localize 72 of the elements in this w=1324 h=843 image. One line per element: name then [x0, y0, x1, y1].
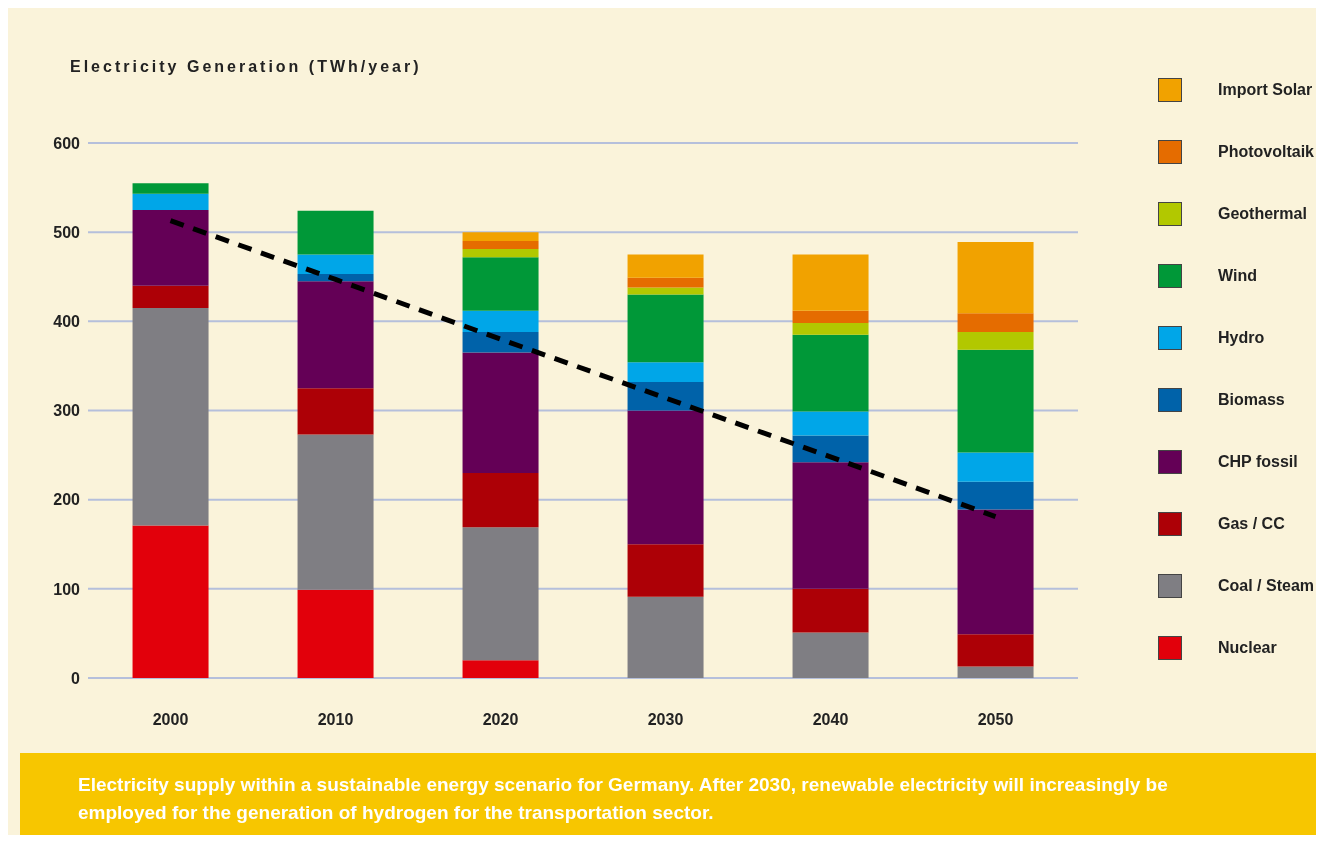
bar: [132, 183, 209, 194]
legend-label: CHP fossil: [1218, 453, 1298, 471]
y-axis-title: Electricity Generation (TWh/year): [70, 58, 422, 76]
x-tick-label: 2000: [152, 711, 189, 729]
x-tick-label: 2010: [317, 711, 354, 729]
bar: [132, 285, 209, 308]
bar: [132, 209, 209, 286]
bar: [462, 257, 539, 311]
bar: [627, 254, 704, 278]
bar: [792, 310, 869, 324]
bar: [957, 666, 1034, 678]
bar: [462, 527, 539, 661]
legend-label: Hydro: [1218, 329, 1265, 347]
bar: [462, 660, 539, 678]
bar: [792, 323, 869, 335]
bar: [297, 434, 374, 590]
bar: [297, 281, 374, 389]
bar: [627, 362, 704, 382]
legend-label: Biomass: [1218, 391, 1285, 409]
legend-label: Nuclear: [1218, 639, 1277, 657]
bar: [957, 634, 1034, 667]
bar: [957, 452, 1034, 482]
bar: [792, 435, 869, 463]
bar: [462, 352, 539, 473]
bar: [627, 410, 704, 545]
legend-label: Geothermal: [1218, 205, 1307, 223]
bar: [957, 349, 1034, 453]
x-tick-label: 2030: [647, 711, 684, 729]
bar: [627, 596, 704, 678]
x-tick-label: 2020: [482, 711, 519, 729]
legend-label: Gas / CC: [1218, 515, 1285, 533]
legend-label: Photovoltaik: [1218, 143, 1315, 161]
bar: [792, 588, 869, 633]
bar: [462, 310, 539, 333]
legend-label: Import Solar: [1218, 81, 1313, 99]
y-tick-label: 300: [53, 402, 81, 420]
bar: [297, 254, 374, 275]
bar: [792, 411, 869, 436]
bar: [627, 287, 704, 295]
bar: [462, 241, 539, 250]
y-tick-label: 400: [53, 313, 81, 331]
bar: [957, 481, 1034, 510]
bar: [297, 210, 374, 255]
bar: [957, 241, 1034, 314]
y-tick-label: 500: [53, 223, 81, 241]
y-tick-label: 100: [53, 580, 81, 598]
bar: [957, 332, 1034, 350]
y-tick-label: 600: [53, 134, 81, 152]
y-tick-label: 0: [71, 669, 81, 687]
bar: [627, 544, 704, 597]
bar: [627, 294, 704, 363]
text: Electricity supply within a sustainable energy scenario for Germany. After 2030, renewable electricity will increasingly be employed for the generation of hydrogen for the transportation sector.: [20, 753, 1316, 835]
bar: [462, 249, 539, 258]
bar: [462, 472, 539, 528]
bar: [132, 525, 209, 678]
bar: [132, 307, 209, 526]
bar: [957, 509, 1034, 635]
bar: [957, 313, 1034, 333]
legend-label: Coal / Steam: [1218, 577, 1315, 595]
x-tick-label: 2040: [812, 711, 849, 729]
bar: [297, 589, 374, 678]
y-tick-label: 200: [53, 491, 81, 509]
legend-label: Wind: [1218, 267, 1257, 285]
bar: [792, 254, 869, 311]
bar: [297, 388, 374, 435]
x-tick-label: 2050: [977, 711, 1014, 729]
bar: [792, 334, 869, 412]
bar: [627, 277, 704, 288]
bar: [792, 462, 869, 589]
bar: [132, 193, 209, 210]
bar: [462, 232, 539, 242]
bar: [792, 632, 869, 678]
